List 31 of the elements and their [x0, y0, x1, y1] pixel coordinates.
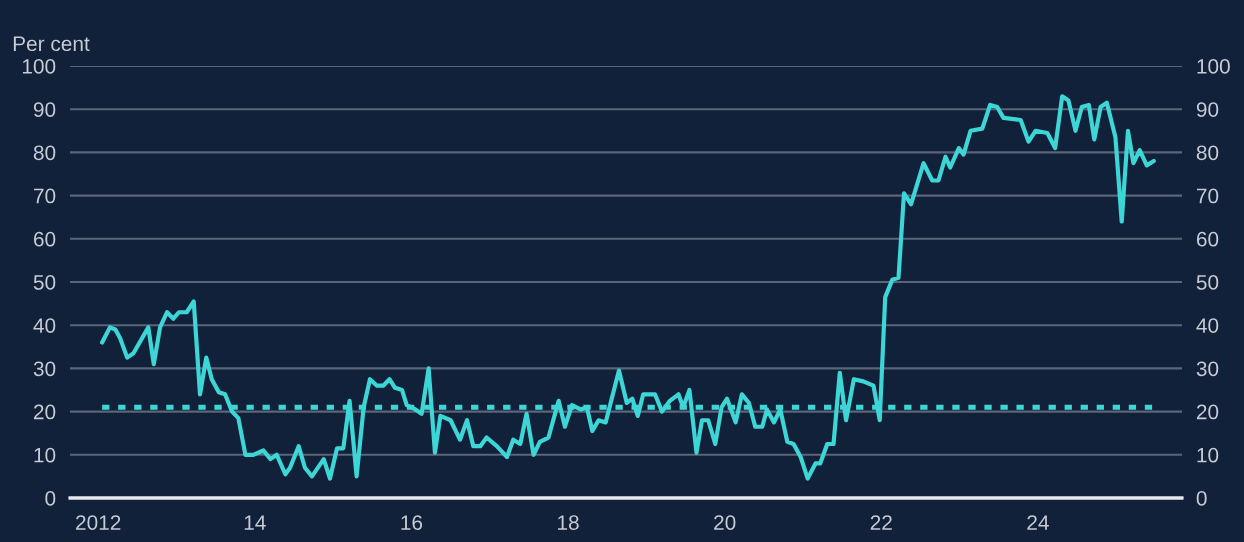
y2-tick-label: 10: [1197, 447, 1219, 463]
y-tick-label: 60: [34, 231, 56, 247]
y-tick-label: 20: [33, 404, 56, 420]
x-tick-label: 18: [558, 515, 579, 530]
y2-tick-label: 50: [1196, 275, 1219, 290]
y2-tick-label: 80: [1196, 145, 1219, 161]
y-tick-label: 90: [33, 102, 56, 117]
x-tick-label: 16: [401, 515, 423, 530]
y-tick-label: 70: [34, 188, 56, 204]
y-axis-title: Per cent: [13, 36, 90, 52]
y2-tick-label: 60: [1196, 231, 1219, 247]
x-tick-label: 2012: [76, 515, 121, 530]
y2-tick-label: 40: [1196, 318, 1219, 333]
x-tick-label: 24: [1027, 515, 1049, 530]
x-tick-label: 14: [244, 515, 266, 530]
y-tick-label: 40: [33, 318, 56, 333]
y-tick-label: 50: [33, 275, 56, 290]
y2-tick-label: 70: [1196, 188, 1219, 204]
y-tick-label: 10: [34, 447, 56, 463]
y2-tick-label: 0: [1196, 491, 1207, 506]
y-tick-label: 80: [33, 145, 56, 161]
y-tick-label: 30: [33, 361, 56, 377]
y-tick-label: 100: [22, 59, 56, 74]
y-tick-label: 0: [45, 491, 56, 506]
y2-tick-label: 100: [1197, 59, 1230, 74]
y2-tick-label: 20: [1196, 404, 1219, 420]
line-series: [100, 94, 1156, 481]
y2-tick-label: 30: [1196, 361, 1219, 377]
x-tick-label: 22: [870, 515, 892, 530]
y2-tick-label: 90: [1196, 102, 1219, 117]
x-tick-label: 20: [714, 515, 736, 530]
